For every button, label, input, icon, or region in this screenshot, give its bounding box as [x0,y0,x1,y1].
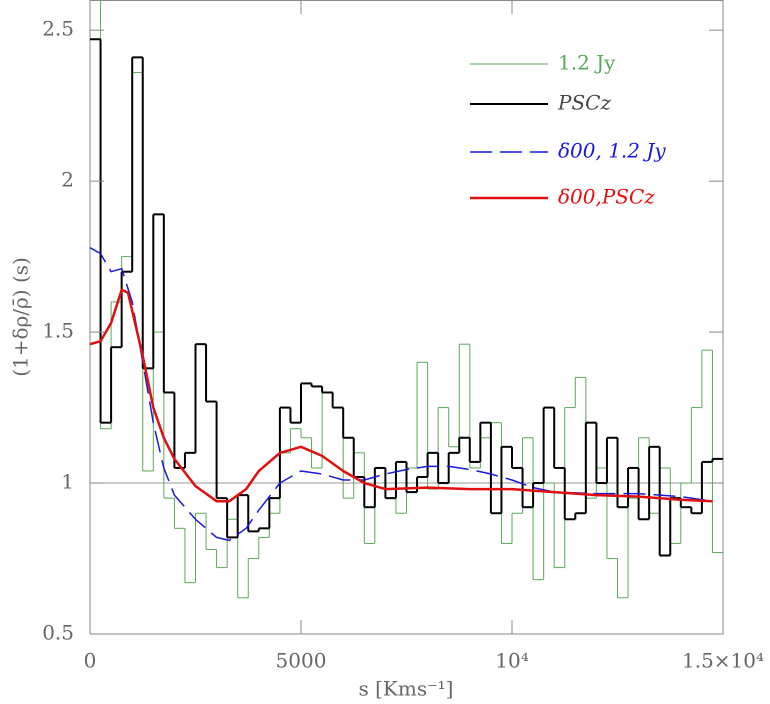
y-axis-label: (1+δρ/ρ̄) (s) [9,257,33,377]
x-tick-label: 1.5×10⁴ [682,649,764,673]
y-tick-label: 0.5 [42,621,74,645]
y-tick-label: 1 [61,470,74,494]
y-tick-label: 2 [61,168,74,192]
smooth-curve [90,288,713,503]
plot-area [90,0,723,599]
legend-label: PSCz [557,91,611,115]
x-tick-label: 10⁴ [495,649,528,673]
x-axis-label: s [Kms⁻¹] [359,677,454,701]
legend-label: δ00, 1.2 Jy [558,139,666,163]
legend-label: δ00,PSCz [558,185,655,209]
y-tick-label: 2.5 [42,17,74,41]
x-tick-label: 5000 [276,649,327,673]
legend-label: 1.2 Jy [558,51,616,75]
plot-frame [89,0,724,635]
smooth-curve [90,246,713,542]
x-tick-label: 0 [84,649,97,673]
y-tick-label: 1.5 [42,319,74,343]
